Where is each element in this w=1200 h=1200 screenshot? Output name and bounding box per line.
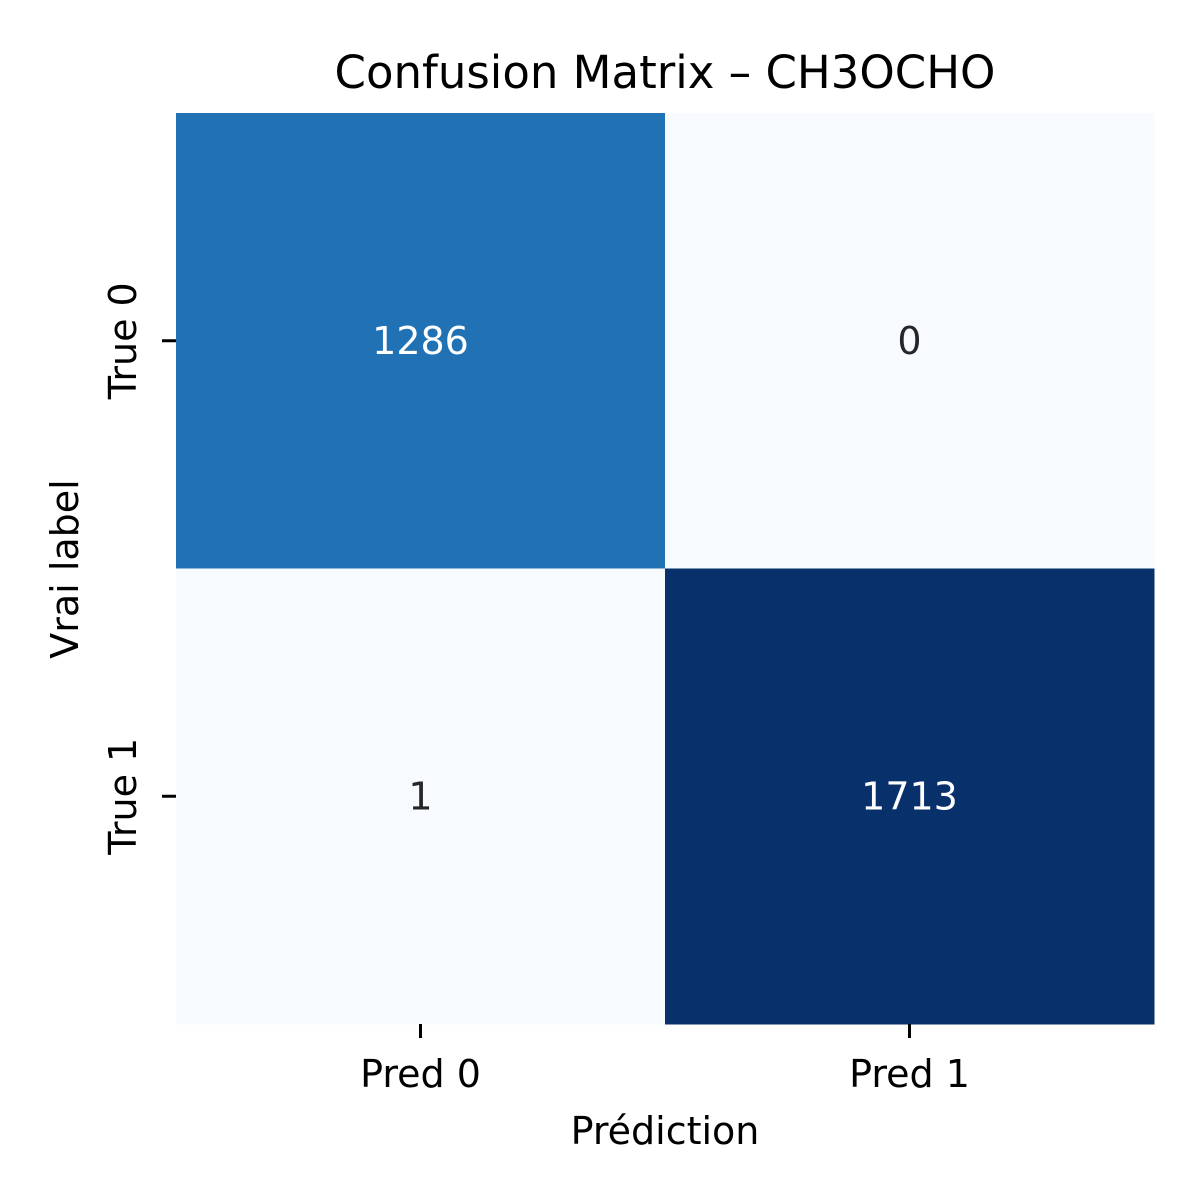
y-axis-label: Vrai label — [43, 479, 87, 658]
x-axis-ticks: Pred 0 Pred 1 — [360, 1024, 970, 1096]
y-tick-label-0: True 0 — [101, 282, 145, 400]
heatmap-cell-r1-c0 — [176, 568, 666, 1025]
cell-value-labels: 1286 0 1 1713 — [372, 319, 958, 819]
cell-value-r1-c0: 1 — [408, 774, 432, 818]
x-tick-label-0: Pred 0 — [360, 1052, 481, 1096]
x-axis-label: Prédiction — [571, 1109, 760, 1153]
y-axis-ticks: True 0 True 1 — [101, 282, 176, 856]
cell-value-r0-c1: 0 — [897, 319, 921, 363]
heatmap-cells — [176, 113, 1155, 1025]
cell-value-r1-c1: 1713 — [861, 774, 958, 818]
heatmap-cell-r1-c1 — [665, 568, 1155, 1025]
heatmap-cell-r0-c0 — [176, 113, 666, 569]
y-tick-label-1: True 1 — [101, 738, 145, 856]
heatmap-cell-r0-c1 — [665, 113, 1155, 569]
chart-title: Confusion Matrix – CH3OCHO — [335, 46, 996, 99]
x-tick-label-1: Pred 1 — [849, 1052, 970, 1096]
cell-value-r0-c0: 1286 — [372, 319, 469, 363]
